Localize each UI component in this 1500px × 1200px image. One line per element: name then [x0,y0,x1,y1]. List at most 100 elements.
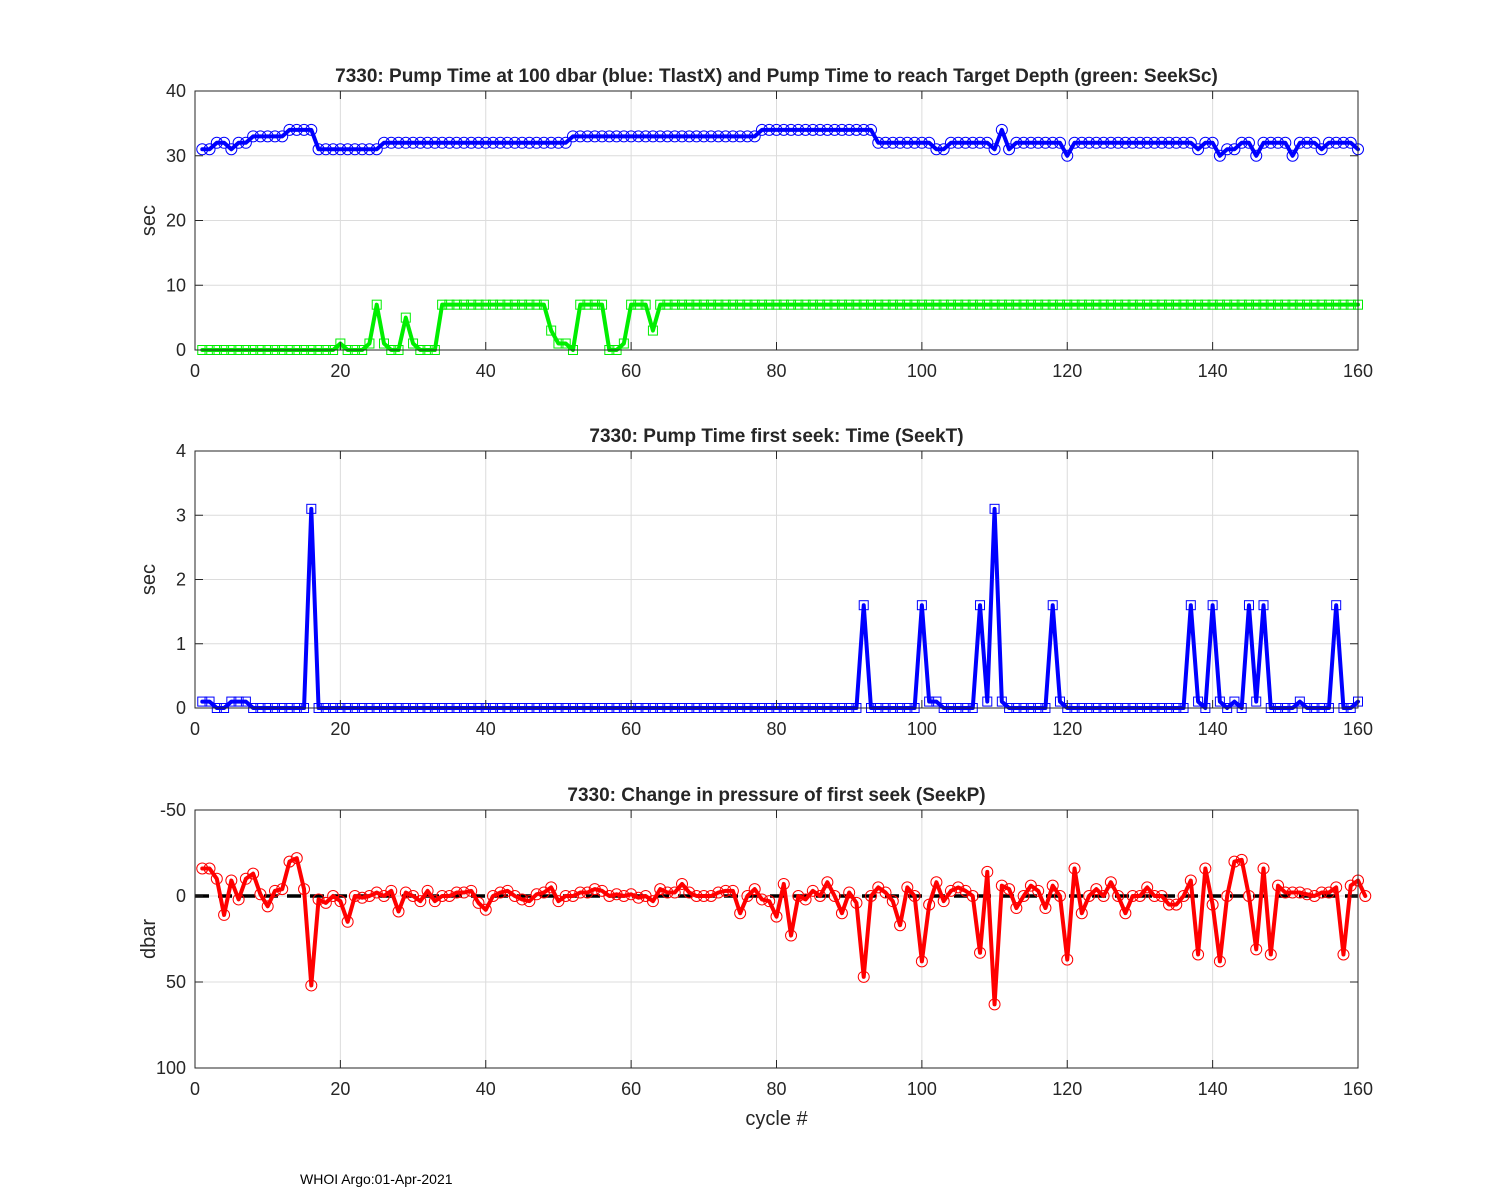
data-point [1242,136,1255,149]
data-point [829,299,840,310]
data-point [981,865,994,878]
data-point [1200,299,1211,310]
data-point [771,299,782,310]
data-point [574,130,587,143]
data-point [472,896,485,909]
x-tick-label: 80 [766,361,786,381]
data-point [625,130,638,143]
data-point [1199,862,1212,875]
data-point [959,136,972,149]
data-point [560,338,571,349]
y-tick-label: 50 [166,972,186,992]
x-tick-label: 20 [330,361,350,381]
data-point [646,895,659,908]
data-point [610,130,623,143]
data-point [239,136,252,149]
data-point [1214,299,1225,310]
data-point [1184,874,1197,887]
data-point [952,881,965,894]
data-point [1251,696,1262,707]
data-point [777,877,790,890]
data-point [755,123,768,136]
x-axis-label: cycle # [745,1108,808,1130]
data-point [1279,886,1292,899]
data-point [197,696,208,707]
y-tick-label: 3 [176,505,186,525]
data-point [1053,890,1066,902]
data-point [1148,136,1161,149]
chart-3: 0 20 40 60 80 100 120 140 160 -50 0 50 100 7330: Chan… [138,785,1373,1130]
data-point [1047,299,1058,310]
data-point [1069,299,1080,310]
data-point [1061,149,1074,162]
data-point [1235,136,1248,149]
x-tick-label: 100 [907,719,937,739]
data-point [1338,299,1349,310]
series-line-1 [200,127,1360,158]
x-tick-label: 40 [476,1079,496,1099]
data-point [1294,696,1305,707]
data-point [225,143,238,156]
x-tick-label: 40 [476,361,496,381]
data-point [1177,890,1190,902]
data-point [669,299,680,310]
data-point [719,884,732,897]
data-point [924,299,935,310]
data-point [908,890,921,902]
data-point [1033,299,1044,310]
data-point [479,903,492,916]
data-point [916,600,927,611]
data-point [1185,299,1196,310]
x-tick-label: 60 [621,1079,641,1099]
data-point [799,893,812,906]
data-point [1315,886,1328,899]
data-point [719,130,732,143]
data-point [1272,879,1285,892]
data-point [290,123,303,136]
data-point [1301,888,1314,901]
data-point [1264,948,1277,961]
data-point [901,881,914,894]
data-point [697,130,710,143]
data-point [1184,136,1197,149]
data-point [1293,136,1306,149]
data-point [232,893,245,906]
data-point [1228,855,1241,868]
data-point [822,299,833,310]
data-point [792,890,805,902]
data-point [341,143,354,156]
data-point [814,890,827,902]
data-point [196,143,209,156]
data-point [1054,299,1065,310]
data-point [1010,136,1023,149]
data-point [1293,886,1306,899]
data-point [886,895,899,908]
y-tick-label: 40 [166,81,186,101]
x-tick-label: 160 [1343,1079,1373,1099]
y-tick-label: 4 [176,441,186,461]
data-point [480,299,491,310]
data-point [458,299,469,310]
data-point [786,299,797,310]
data-point [799,123,812,136]
data-point [276,883,289,896]
data-point [677,299,688,310]
data-point [690,130,703,143]
data-point [778,299,789,310]
data-point [633,299,644,310]
data-point [392,905,405,918]
data-point [632,130,645,143]
data-point [756,299,767,310]
data-point [1090,136,1103,149]
data-point [414,136,427,149]
data-point [690,890,703,902]
x-tick-label: 0 [190,719,200,739]
data-point [581,886,594,899]
data-point [589,299,600,310]
data-point [1229,696,1240,707]
data-point [1105,299,1116,310]
x-tick-label: 160 [1343,719,1373,739]
data-point [923,136,936,149]
data-point [676,130,689,143]
data-point [473,299,484,310]
